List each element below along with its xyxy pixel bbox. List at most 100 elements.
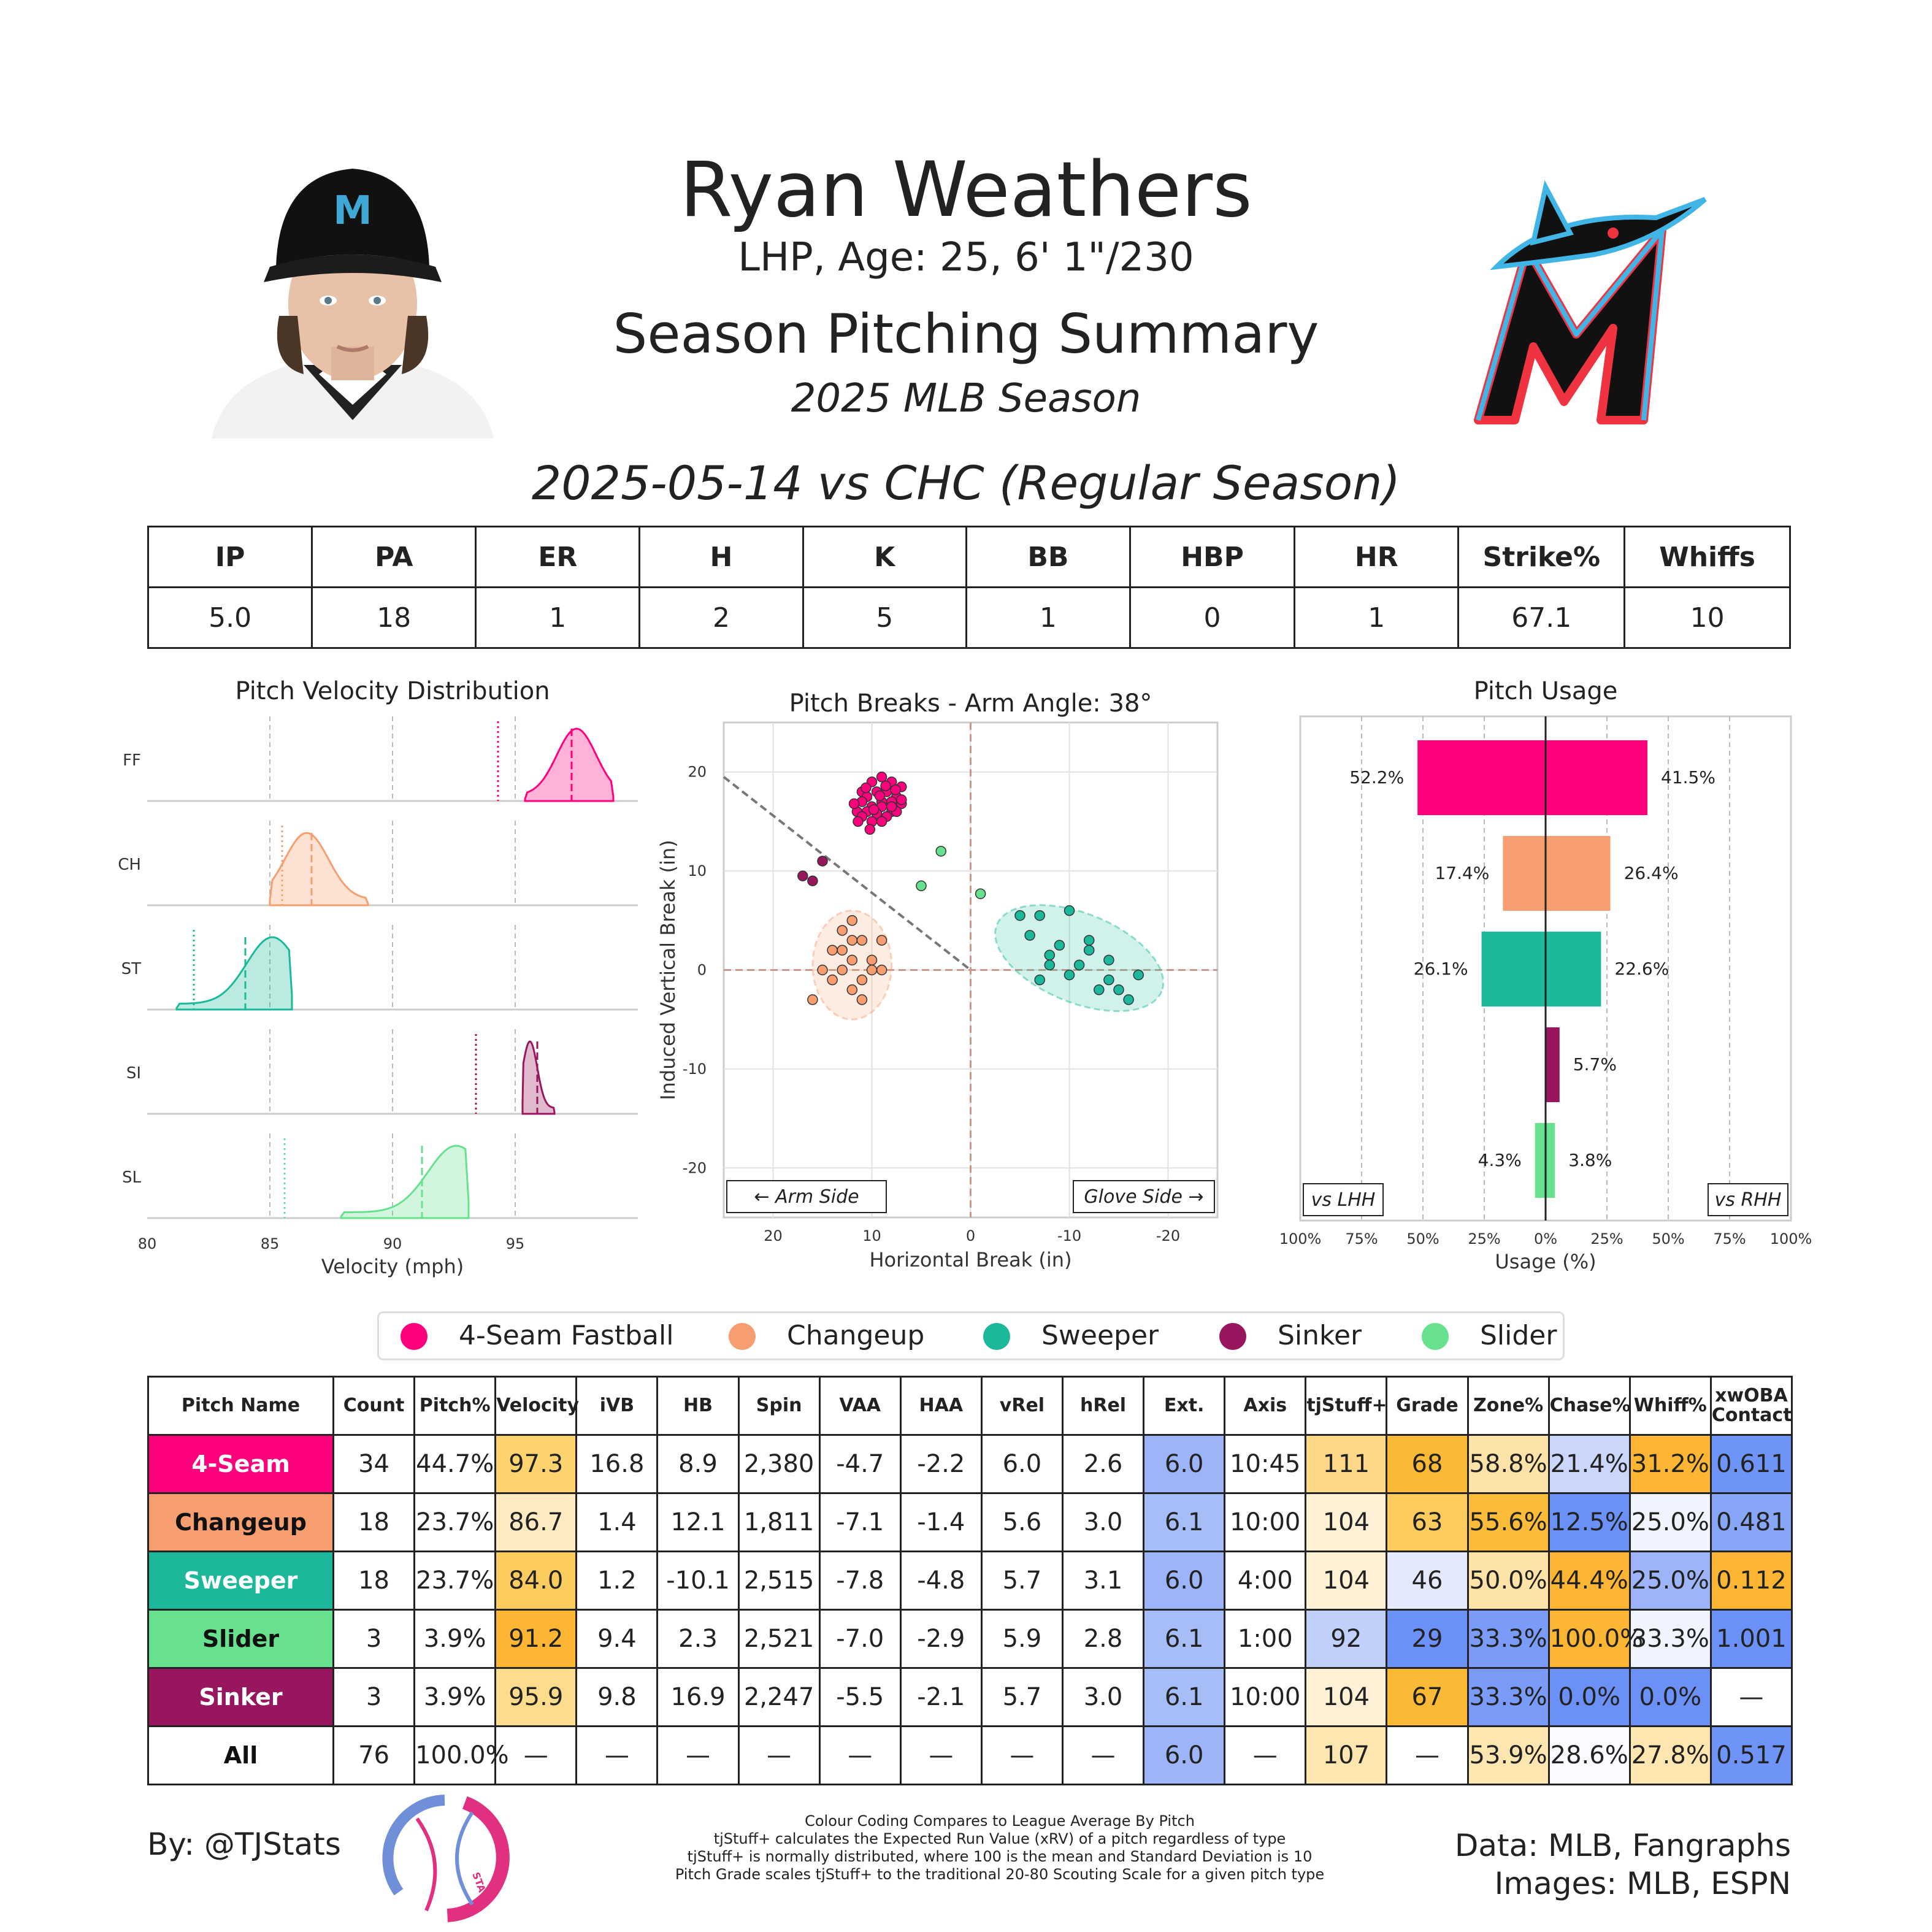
legend-label-FF: 4-Seam Fastball [459, 1320, 674, 1351]
usage-bar-rhh-SI [1546, 1027, 1560, 1102]
pitch-metric-cell: 10:00 [1224, 1667, 1307, 1727]
pitch-point-FF [876, 816, 887, 827]
stat-value: 1 [1294, 586, 1460, 649]
usage-bar-lhh-SL [1535, 1123, 1546, 1198]
pitch-metric-cell: 100.0% [413, 1725, 509, 1785]
stat-header: BB [965, 526, 1131, 588]
pitch-point-SI [797, 870, 808, 881]
pitch-point-SL [935, 846, 946, 857]
stat-value: 0 [1129, 586, 1296, 649]
pitch-table-header: VAA [818, 1376, 902, 1436]
pitch-point-ST [1133, 969, 1144, 981]
usage-bar-lhh-ST [1481, 932, 1546, 1006]
pitch-metric-cell: 5.7 [980, 1551, 1064, 1611]
note-line: tjStuff+ is normally distributed, where … [687, 1848, 1313, 1865]
game-stats-header-row: IP PA ER H K BB HBP HR Strike% Whiffs [147, 526, 1791, 588]
pitch-metric-cell: -7.0 [818, 1609, 902, 1669]
pitch-metric-cell: 2.3 [656, 1609, 740, 1669]
marlins-logo-icon [1474, 180, 1707, 424]
stat-header: HR [1294, 526, 1460, 588]
pitch-metric-cell: -4.7 [818, 1434, 902, 1494]
pitch-metric-cell: 44.7% [413, 1434, 497, 1494]
data-source-label: Data: MLB, Fangraphs [1454, 1828, 1791, 1863]
pitch-metric-cell: 53.9% [1466, 1725, 1550, 1785]
stat-header: Whiffs [1623, 526, 1791, 588]
pitch-metric-cell: 100.0% [1547, 1609, 1643, 1669]
pitch-metric-cell: — [1386, 1725, 1469, 1785]
pitch-point-ST [1044, 949, 1056, 961]
svg-text:M: M [333, 188, 372, 234]
usage-bar-lhh-FF [1417, 740, 1546, 815]
pitch-metric-cell: 6.0 [980, 1434, 1064, 1494]
velocity-density-SI [521, 1040, 556, 1115]
pitch-metric-cell: 97.3 [494, 1434, 578, 1494]
pitch-metric-cell: 2.6 [1061, 1434, 1145, 1494]
pitch-table-header: Whiff% [1628, 1376, 1712, 1436]
velocity-density-CH [269, 832, 369, 907]
stat-header: H [638, 526, 804, 588]
pitch-metric-cell: 67 [1386, 1667, 1469, 1727]
velocity-density-ST [175, 936, 293, 1011]
footer-notes: Colour Coding Compares to League Average… [613, 1812, 1386, 1884]
pitch-metric-cell: 68 [1386, 1434, 1469, 1494]
pitch-point-CH [876, 964, 887, 976]
pitch-point-CH [856, 994, 868, 1005]
pitch-metric-cell: 12.5% [1547, 1492, 1631, 1552]
legend-label-ST: Sweeper [1041, 1320, 1159, 1351]
pitch-metric-cell: 86.7 [494, 1492, 578, 1552]
table-row: Sweeper 18 23.7% 84.0 1.2 -10.1 2,515 -7.8 -4.8 5… [147, 1551, 1793, 1611]
usage-xlabel: Usage (%) [1495, 1250, 1596, 1273]
pitch-table-header: vRel [980, 1376, 1064, 1436]
pitch-point-ST [1094, 984, 1105, 995]
pitch-metric-cell: — [494, 1725, 578, 1785]
pitch-metric-cell: 10:00 [1224, 1492, 1307, 1552]
pitch-metric-cell: 6.1 [1143, 1492, 1226, 1552]
pitch-metric-cell: — [899, 1725, 983, 1785]
pitch-metric-cell: — [1709, 1667, 1793, 1727]
pitch-metric-cell: 29 [1386, 1609, 1469, 1669]
velocity-row-FF: FF [123, 716, 638, 802]
pitch-legend: 4-Seam Fastball Changeup Sweeper Sinker Slid… [377, 1311, 1565, 1360]
velocity-xlabel: Velocity (mph) [321, 1255, 464, 1278]
pitch-metric-cell: -7.1 [818, 1492, 902, 1552]
pitch-metric-cell: 25.0% [1628, 1551, 1712, 1611]
pitch-metric-cell: 0.0% [1547, 1667, 1631, 1727]
pitch-point-FF [880, 780, 891, 792]
breaks-ytick-label: -20 [683, 1159, 707, 1176]
legend-marker-SI [1219, 1323, 1246, 1350]
legend-label-SI: Sinker [1278, 1320, 1362, 1351]
breaks-ytick-label: 20 [688, 764, 707, 781]
pitch-metric-cell: 58.8% [1466, 1434, 1550, 1494]
pitch-point-CH [827, 945, 838, 956]
breaks-ytick-label: -10 [683, 1060, 707, 1078]
vs-rhh-box [1708, 1183, 1788, 1216]
pitch-point-CH [856, 935, 868, 946]
pitch-metric-cell: 28.6% [1547, 1725, 1631, 1785]
pitch-metric-cell: 8.9 [656, 1434, 740, 1494]
note-line: tjStuff+ calculates the Expected Run Val… [713, 1830, 1286, 1847]
pitch-metric-cell: 5.7 [980, 1667, 1064, 1727]
pitch-table-header-row: Pitch Name Count Pitch% Velocity iVB HB Spin VA… [147, 1376, 1793, 1436]
pitch-point-CH [846, 984, 858, 995]
pitch-metric-cell: 104 [1305, 1551, 1388, 1611]
velocity-density-SL [340, 1144, 470, 1219]
pitch-metric-cell: 2,521 [737, 1609, 821, 1669]
pitch-metric-cell: — [656, 1725, 740, 1785]
pitch-point-ST [1113, 984, 1124, 995]
pitch-table-header: Ext. [1143, 1376, 1226, 1436]
pitch-metric-cell: 18 [332, 1492, 416, 1552]
breaks-xtick-label: -10 [1057, 1227, 1081, 1244]
breaks-xlabel: Horizontal Break (in) [869, 1248, 1071, 1271]
usage-tick-label: 50% [1406, 1230, 1439, 1248]
pitch-name-cell: Changeup [147, 1492, 334, 1552]
player-headshot-icon: M [212, 163, 494, 439]
usage-chart-title: Pitch Usage [1474, 677, 1618, 705]
pitch-point-ST [1064, 969, 1075, 981]
table-row: All 76 100.0% — — — — — — — —6.0—107—53.9% 28.6% 27.… [147, 1725, 1793, 1785]
pitch-metric-cell: 2.8 [1061, 1609, 1145, 1669]
pitch-table-header: Chase% [1547, 1376, 1631, 1436]
pitch-point-FF [896, 794, 907, 805]
game-title: 2025-05-14 vs CHC (Regular Season) [531, 456, 1401, 510]
vs-lhh-box [1303, 1183, 1384, 1216]
stat-value: 1 [475, 586, 641, 649]
